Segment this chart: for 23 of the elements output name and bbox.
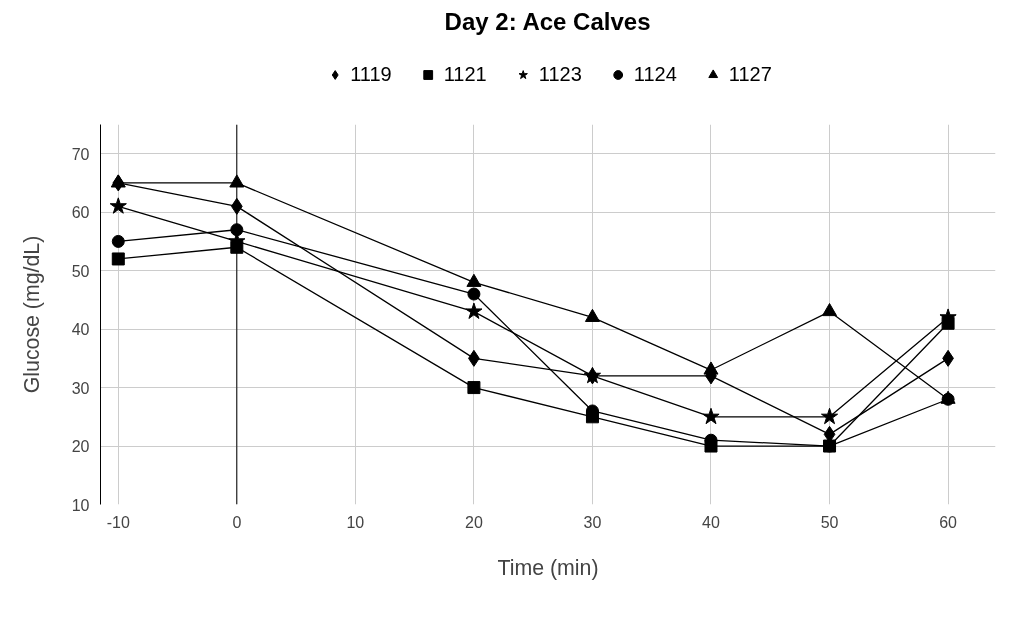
legend-label: 1121: [443, 62, 487, 86]
y-tick-label: 60: [71, 204, 90, 222]
chart-title: Day 2: Ace Calves: [444, 7, 651, 35]
x-tick-label: 60: [939, 513, 958, 531]
y-tick-label: 50: [71, 262, 90, 280]
legend-label: 1124: [633, 62, 677, 86]
y-tick-label: 10: [71, 496, 90, 514]
y-tick-label: 70: [71, 145, 90, 163]
x-tick-label: 40: [702, 513, 720, 531]
y-tick-label: 40: [71, 321, 90, 339]
x-tick-label: 20: [465, 513, 483, 531]
legend-label: 1127: [728, 62, 772, 86]
x-tick-label: 10: [346, 513, 365, 531]
x-tick-label: 50: [820, 513, 839, 531]
x-axis-title: Time (min): [497, 555, 599, 580]
x-tick-label: 30: [583, 513, 602, 531]
legend-label: 1123: [538, 62, 582, 86]
x-tick-label: -10: [106, 513, 130, 531]
x-tick-label: 0: [232, 513, 242, 531]
y-tick-label: 20: [71, 438, 90, 456]
legend-label: 1119: [350, 62, 392, 86]
y-axis-title: Glucose (mg/dL): [19, 235, 44, 394]
y-tick-label: 30: [71, 379, 90, 397]
